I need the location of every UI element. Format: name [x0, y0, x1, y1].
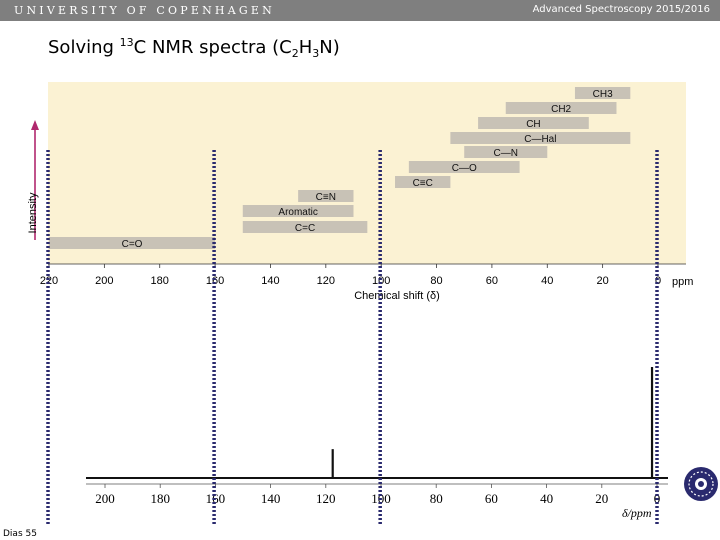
range-bar	[574, 87, 631, 99]
upper-tick-label: 120	[317, 275, 335, 287]
lower-tick-label: 120	[316, 491, 336, 506]
title-segment: Solving	[48, 37, 120, 58]
range-label: C≡C	[413, 178, 433, 189]
lower-tick-label: 140	[261, 491, 281, 506]
upper-tick-labels: 220 200 180 160 140 120 100 80 60 40 20 0	[40, 264, 661, 287]
range-bar	[478, 117, 589, 129]
range-bar	[395, 176, 451, 188]
intensity-arrowhead	[31, 120, 39, 130]
title-segment: 3	[312, 47, 320, 60]
range-bar	[242, 221, 368, 233]
slide-number: Dias 55	[3, 529, 37, 539]
upper-tick-label: 100	[372, 275, 390, 287]
spectrum-peaks	[331, 367, 654, 478]
upper-tick-label: 60	[486, 275, 498, 287]
range-bar	[49, 237, 216, 249]
lower-tick-label: 180	[150, 491, 170, 506]
lower-tick-label: 80	[430, 491, 443, 506]
range-label: CH3	[593, 89, 613, 100]
range-label: C—N	[494, 148, 518, 159]
lower-tick-label: 40	[540, 491, 553, 506]
range-label: CH	[526, 119, 540, 130]
upper-tick-label: 160	[206, 275, 224, 287]
title-segment: N)	[319, 37, 340, 58]
upper-tick-label: 220	[40, 275, 58, 287]
title-segment: H	[298, 37, 313, 58]
ppm-unit-label: ppm	[672, 276, 693, 288]
y-axis-title: Intensity	[27, 192, 39, 233]
upper-tick-label: 180	[151, 275, 169, 287]
lower-tick-label: 60	[485, 491, 498, 506]
range-label: C—Hal	[524, 134, 556, 145]
range-label: C—O	[452, 163, 477, 174]
range-bar	[464, 146, 548, 158]
range-label: C=O	[122, 239, 143, 250]
range-label: C=C	[295, 223, 315, 234]
upper-tick-label: 20	[597, 275, 609, 287]
course-title: Advanced Spectroscopy 2015/2016	[532, 4, 710, 15]
x-axis-title: Chemical shift (δ)	[354, 290, 440, 302]
title-segment: 2	[291, 47, 299, 60]
range-label: C≡N	[316, 192, 336, 203]
slide-title: Solving 13C NMR spectra (C2H3N)	[48, 36, 340, 60]
range-bar	[450, 132, 631, 144]
header-bar: UNIVERSITY OF COPENHAGEN Advanced Spectr…	[0, 0, 720, 21]
upper-tick-label: 40	[541, 275, 553, 287]
title-segment: C NMR spectra (C	[133, 37, 292, 58]
upper-tick-label: 0	[655, 275, 661, 287]
range-bar	[505, 102, 617, 114]
university-seal-icon	[684, 467, 718, 501]
lower-tick-label: 20	[595, 491, 608, 506]
range-bar	[298, 190, 354, 202]
range-bars: CH3 CH2 CH C—Hal C—N C—O C≡C C≡N Aromatic C=C C=O	[49, 87, 631, 250]
lower-tick-label: 200	[95, 491, 115, 506]
upper-tick-label: 200	[95, 275, 113, 287]
range-bar	[408, 161, 520, 173]
intensity-axis: Intensity	[27, 120, 39, 240]
range-label: Aromatic	[278, 207, 317, 218]
upper-tick-label: 140	[261, 275, 279, 287]
upper-tick-label: 80	[430, 275, 442, 287]
dotted-markers	[46, 150, 659, 526]
range-label: CH2	[551, 104, 571, 115]
range-bar	[242, 205, 354, 217]
university-name: UNIVERSITY OF COPENHAGEN	[14, 4, 275, 17]
spectrum-x-axis-title: δ/ppm	[622, 506, 652, 520]
title-segment: 13	[119, 36, 134, 49]
